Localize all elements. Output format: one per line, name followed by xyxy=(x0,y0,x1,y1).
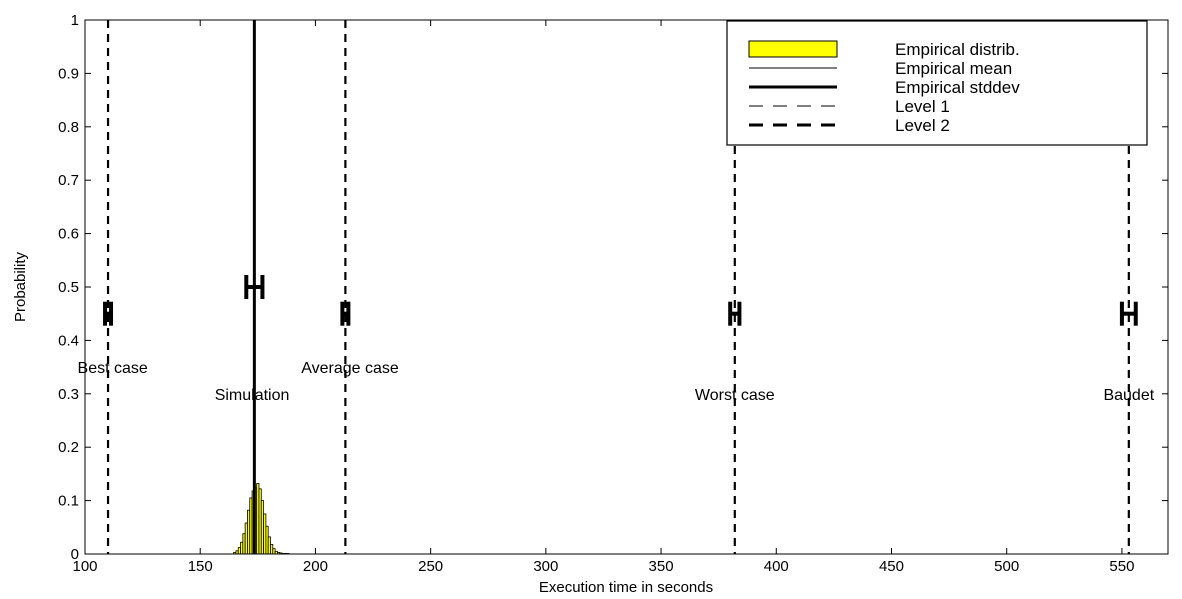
x-axis-label: Execution time in seconds xyxy=(539,579,713,596)
y-tick-label: 0.7 xyxy=(58,172,79,189)
best-case-marker xyxy=(103,301,114,326)
x-tick-label: 550 xyxy=(1109,558,1134,575)
y-tick-label: 0.3 xyxy=(58,386,79,403)
x-tick-label: 450 xyxy=(879,558,904,575)
legend-level-1-label: Level 1 xyxy=(895,97,950,116)
y-tick-label: 0.4 xyxy=(58,332,79,349)
best-case-label: Best case xyxy=(78,360,148,377)
baudet-label: Baudet xyxy=(1103,387,1154,404)
x-tick-label: 200 xyxy=(303,558,328,575)
x-tick-label: 350 xyxy=(649,558,674,575)
average-case-marker xyxy=(340,301,351,326)
y-tick-label: 0 xyxy=(71,546,79,563)
worst-case-marker xyxy=(728,301,742,326)
x-tick-label: 100 xyxy=(72,558,97,575)
y-tick-label: 0.8 xyxy=(58,119,79,136)
y-tick-label: 0.5 xyxy=(58,279,79,296)
x-tick-label: 300 xyxy=(533,558,558,575)
legend-empirical-stddev-label: Empirical stddev xyxy=(895,78,1020,97)
legend-empirical-distrib-swatch xyxy=(748,40,838,58)
worst-case-label: Worst case xyxy=(695,387,775,404)
legend-empirical-mean-label: Empirical mean xyxy=(895,59,1012,78)
baudet-marker xyxy=(1119,301,1138,326)
y-tick-label: 0.9 xyxy=(58,65,79,82)
simulation-label: Simulation xyxy=(215,387,290,404)
legend-level-2-label: Level 2 xyxy=(895,116,950,135)
legend: Empirical distrib.Empirical meanEmpirica… xyxy=(726,20,1148,146)
y-tick-label: 1 xyxy=(71,12,79,29)
y-tick-label: 0.1 xyxy=(58,493,79,510)
y-tick-label: 0.6 xyxy=(58,226,79,243)
x-tick-label: 250 xyxy=(418,558,443,575)
legend-empirical-distrib-label: Empirical distrib. xyxy=(895,40,1020,59)
average-case-label: Average case xyxy=(301,360,399,377)
y-axis-label: Probability xyxy=(12,251,29,322)
x-tick-label: 150 xyxy=(188,558,213,575)
x-tick-label: 400 xyxy=(764,558,789,575)
x-tick-label: 500 xyxy=(994,558,1019,575)
stddev-marker xyxy=(244,275,265,299)
y-tick-label: 0.2 xyxy=(58,439,79,456)
